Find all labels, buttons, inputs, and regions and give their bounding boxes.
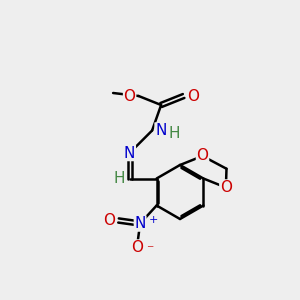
- Text: H: H: [169, 126, 180, 141]
- Text: H: H: [114, 171, 125, 186]
- Text: O: O: [220, 180, 232, 195]
- Text: O: O: [124, 88, 136, 104]
- Text: N: N: [155, 123, 166, 138]
- Text: +: +: [148, 215, 158, 225]
- Text: N: N: [124, 146, 135, 160]
- Text: N: N: [134, 216, 146, 231]
- Text: O: O: [196, 148, 208, 164]
- Text: O: O: [187, 88, 199, 104]
- Text: ⁻: ⁻: [146, 244, 154, 257]
- Text: O: O: [103, 213, 115, 228]
- Text: O: O: [131, 240, 143, 255]
